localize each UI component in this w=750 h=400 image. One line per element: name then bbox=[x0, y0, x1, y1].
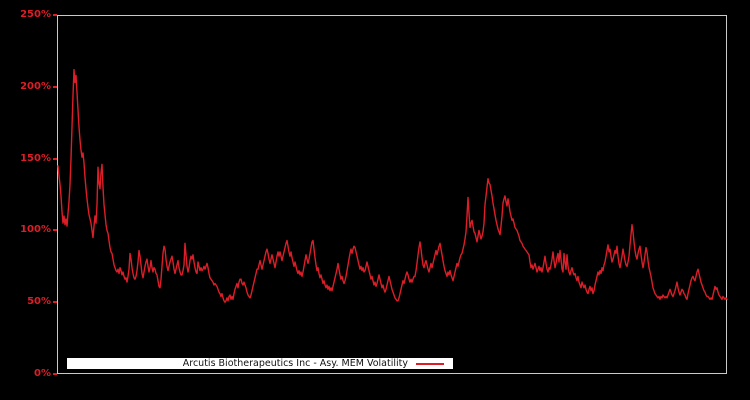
legend: Arcutis Biotherapeutics Inc - Asy. MEM V… bbox=[67, 358, 453, 369]
y-tick-mark bbox=[53, 373, 57, 375]
y-tick-label: 250% bbox=[20, 9, 51, 20]
legend-label: Arcutis Biotherapeutics Inc - Asy. MEM V… bbox=[182, 358, 408, 369]
y-tick-label: 150% bbox=[20, 152, 51, 164]
volatility-line-series bbox=[57, 68, 728, 303]
y-tick-label: 200% bbox=[20, 80, 51, 92]
y-tick-mark bbox=[53, 157, 57, 160]
y-tick-label: 100% bbox=[20, 224, 51, 236]
y-tick-label: 0% bbox=[34, 368, 51, 379]
y-tick-label: 50% bbox=[27, 296, 51, 308]
legend-line-sample bbox=[416, 362, 444, 365]
y-tick-mark bbox=[53, 14, 57, 16]
y-tick-mark bbox=[53, 85, 57, 88]
y-tick-mark bbox=[53, 229, 57, 232]
plot-area bbox=[57, 15, 727, 374]
y-tick-mark bbox=[53, 301, 57, 304]
